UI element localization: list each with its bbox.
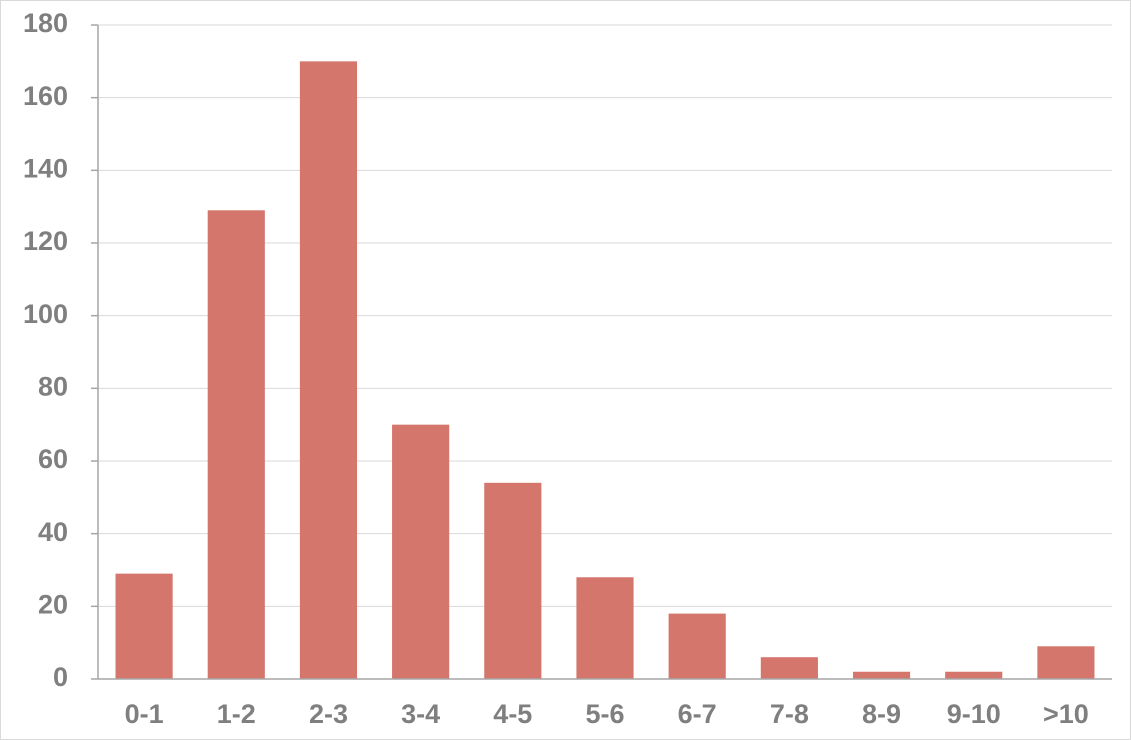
x-tick-label: >10 (1043, 699, 1089, 729)
bar (207, 210, 265, 680)
bar (760, 657, 818, 679)
y-tick-label: 40 (38, 517, 68, 547)
y-tick-label: 100 (23, 299, 68, 329)
bar (115, 573, 173, 679)
y-tick-label: 20 (38, 589, 68, 619)
x-tick-label: 5-6 (585, 699, 624, 729)
x-tick-label: 4-5 (493, 699, 532, 729)
bar (392, 424, 450, 679)
bar (299, 61, 358, 680)
x-tick-label: 6-7 (678, 699, 717, 729)
y-tick-label: 0 (53, 662, 68, 692)
bar (1037, 646, 1095, 679)
y-tick-label: 160 (23, 81, 68, 111)
bar (668, 613, 726, 679)
x-tick-label: 7-8 (770, 699, 809, 729)
x-tick-label: 3-4 (401, 699, 440, 729)
y-tick-label: 60 (38, 444, 68, 474)
y-tick-label: 120 (23, 226, 68, 256)
y-tick-label: 80 (38, 371, 68, 401)
x-tick-label: 8-9 (862, 699, 901, 729)
bar (484, 482, 542, 679)
bar (576, 577, 634, 679)
x-tick-label: 9-10 (947, 699, 1001, 729)
bar (852, 671, 911, 679)
y-tick-label: 140 (23, 153, 68, 183)
bar (945, 671, 1003, 679)
x-tick-label: 2-3 (309, 699, 348, 729)
y-tick-label: 180 (23, 8, 68, 38)
x-tick-label: 0-1 (125, 699, 164, 729)
x-tick-label: 1-2 (217, 699, 256, 729)
